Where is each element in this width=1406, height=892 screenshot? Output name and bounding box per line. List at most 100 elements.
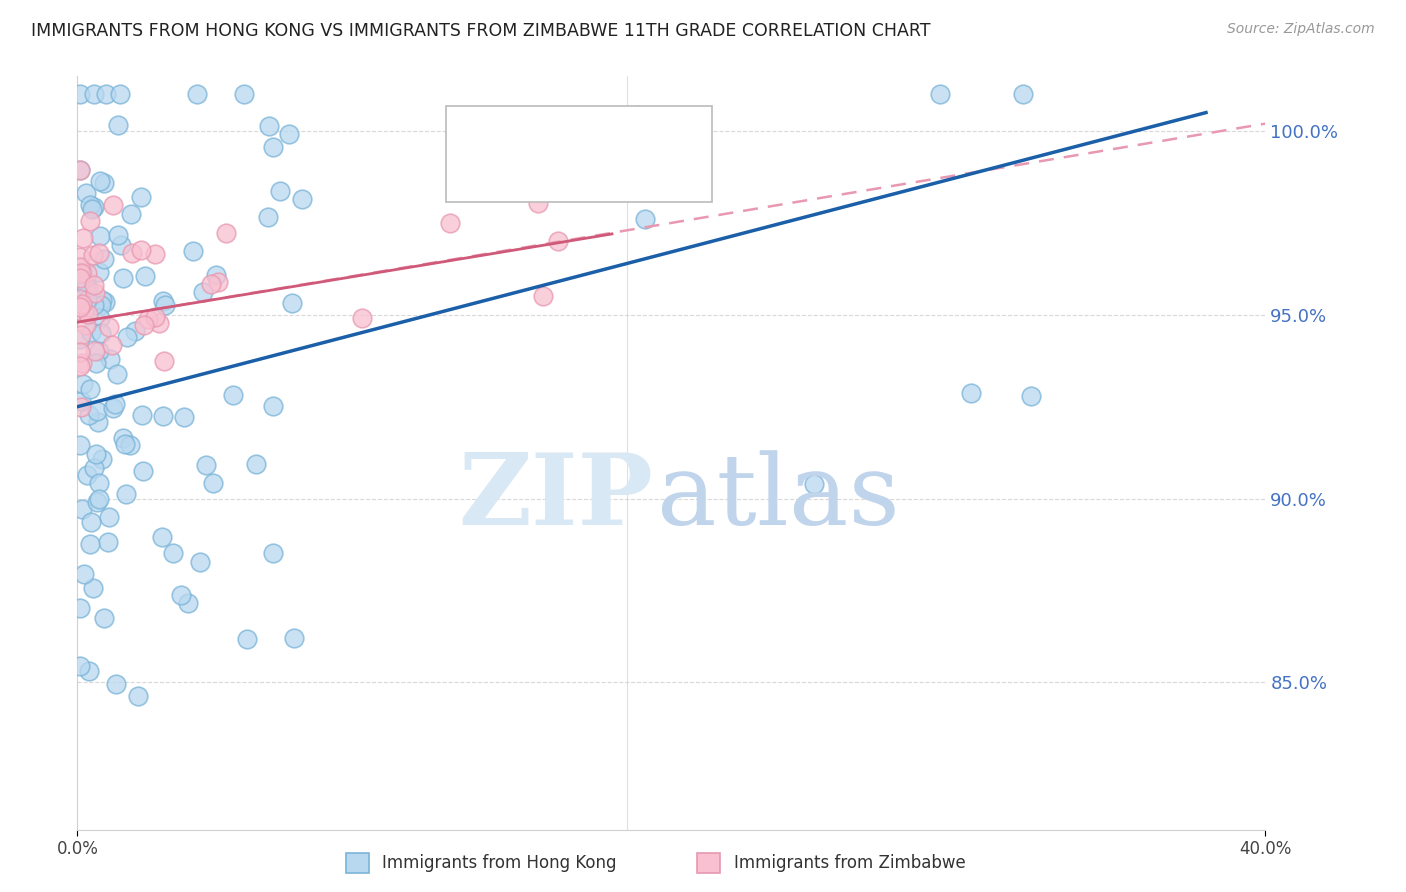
- Point: [350, 310, 373, 325]
- Point: [200, 277, 222, 291]
- Point: [69, 293, 91, 307]
- Point: [72, 265, 94, 279]
- Point: [194, 458, 217, 473]
- Point: [186, 87, 208, 102]
- Point: [107, 118, 129, 132]
- Point: [97, 534, 120, 549]
- Point: [207, 275, 229, 289]
- Point: [83, 297, 105, 311]
- Point: [87, 415, 110, 429]
- Point: [269, 184, 291, 198]
- Point: [89, 310, 111, 325]
- Point: [89, 492, 111, 507]
- Point: [79, 382, 101, 396]
- Point: [82, 202, 104, 216]
- Point: [84, 285, 107, 300]
- Point: [245, 457, 267, 471]
- Point: [565, 146, 588, 161]
- Text: Immigrants from Hong Kong: Immigrants from Hong Kong: [382, 855, 617, 872]
- Text: Immigrants from Zimbabwe: Immigrants from Zimbabwe: [734, 855, 966, 872]
- Text: R = 0.222: R = 0.222: [506, 123, 593, 141]
- Point: [86, 495, 108, 509]
- Text: ZIP: ZIP: [458, 450, 654, 547]
- Point: [283, 631, 305, 645]
- Point: [69, 162, 91, 177]
- Point: [112, 431, 135, 445]
- Point: [152, 294, 174, 309]
- Point: [70, 297, 93, 311]
- Point: [83, 278, 105, 293]
- Text: atlas: atlas: [657, 450, 900, 546]
- Point: [69, 359, 91, 374]
- Point: [89, 228, 111, 243]
- Point: [76, 468, 98, 483]
- Point: [97, 319, 120, 334]
- Point: [1019, 389, 1042, 403]
- Point: [531, 289, 554, 303]
- Point: [278, 128, 301, 142]
- Point: [101, 198, 124, 212]
- Point: [84, 344, 107, 359]
- Point: [93, 177, 115, 191]
- Point: [181, 244, 204, 259]
- Point: [70, 356, 93, 370]
- Point: [136, 312, 159, 326]
- Point: [143, 246, 166, 260]
- Point: [439, 217, 461, 231]
- Point: [115, 330, 138, 344]
- Point: [262, 546, 284, 560]
- Point: [69, 250, 91, 264]
- Point: [87, 264, 110, 278]
- Point: [87, 246, 110, 260]
- Point: [79, 198, 101, 212]
- Point: [129, 243, 152, 257]
- Point: [73, 567, 96, 582]
- Point: [90, 326, 112, 340]
- Point: [233, 87, 256, 102]
- Point: [153, 298, 176, 312]
- Point: [75, 280, 97, 294]
- Point: [80, 516, 103, 530]
- Point: [86, 404, 108, 418]
- Point: [177, 596, 200, 610]
- Bar: [457, 160, 492, 191]
- Point: [89, 475, 111, 490]
- Point: [69, 659, 91, 673]
- Point: [79, 537, 101, 551]
- Point: [91, 451, 114, 466]
- Point: [191, 285, 214, 300]
- Point: [222, 388, 245, 402]
- Point: [72, 231, 94, 245]
- Point: [72, 376, 94, 391]
- Bar: [346, 854, 368, 873]
- Point: [79, 213, 101, 227]
- Point: [1011, 87, 1033, 102]
- Point: [73, 306, 96, 320]
- Text: N = 112: N = 112: [621, 123, 693, 141]
- Point: [76, 266, 98, 280]
- Point: [280, 296, 302, 310]
- Point: [291, 192, 314, 206]
- Point: [82, 248, 104, 262]
- Point: [69, 344, 91, 359]
- Point: [100, 338, 122, 352]
- Point: [69, 327, 91, 342]
- FancyBboxPatch shape: [446, 105, 711, 202]
- Point: [69, 601, 91, 615]
- Point: [108, 87, 131, 102]
- Point: [121, 246, 143, 260]
- Point: [104, 677, 127, 691]
- Text: N =  43: N = 43: [621, 166, 688, 184]
- Point: [72, 501, 94, 516]
- Point: [960, 386, 983, 401]
- Bar: [697, 854, 720, 873]
- Point: [69, 87, 91, 102]
- Point: [107, 228, 129, 243]
- Point: [93, 611, 115, 625]
- Point: [77, 280, 100, 294]
- Point: [152, 409, 174, 423]
- Point: [262, 399, 284, 413]
- Point: [162, 546, 184, 560]
- Point: [86, 446, 108, 460]
- Point: [202, 475, 225, 490]
